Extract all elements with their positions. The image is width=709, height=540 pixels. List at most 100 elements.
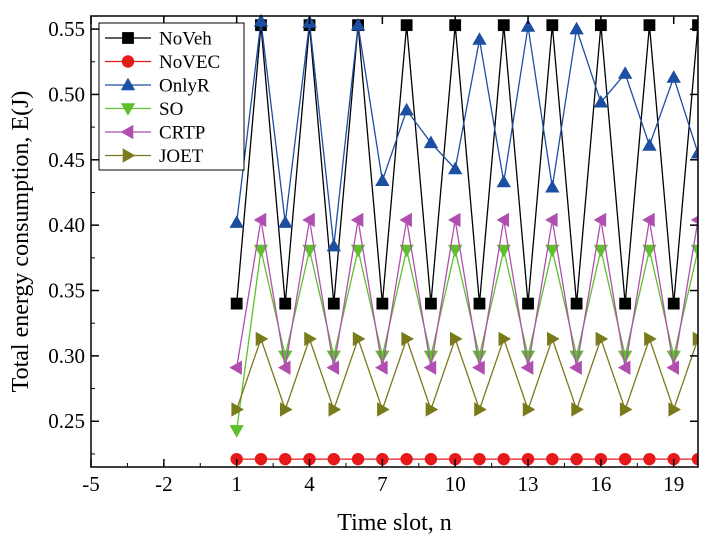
data-point — [692, 19, 698, 32]
x-tick-label: 4 — [304, 472, 315, 496]
series-line — [236, 219, 698, 368]
data-point — [279, 297, 292, 310]
plot-frame — [90, 15, 699, 468]
legend-marker — [120, 124, 134, 140]
data-point — [326, 360, 340, 375]
x-axis-title: Time slot, n — [337, 510, 451, 536]
data-point — [327, 452, 341, 466]
data-point — [593, 212, 607, 228]
y-tick-label: 0.55 — [48, 17, 85, 41]
data-point — [425, 402, 439, 417]
legend-marker — [120, 77, 136, 91]
data-point — [253, 244, 269, 258]
axis-layer: -5 -2 1 4 7 10 13 16 19 0.25 0.30 0.35 0.40 0.45 0.50 0… — [48, 16, 698, 496]
data-point — [617, 66, 633, 79]
data-point — [496, 212, 510, 228]
y-tick-label: 0.40 — [48, 213, 85, 237]
data-point — [253, 212, 267, 228]
series-layer — [229, 13, 698, 466]
legend-item-noveh: NoVeh — [105, 29, 212, 50]
data-point — [496, 244, 511, 258]
data-point — [546, 19, 559, 32]
data-point — [617, 350, 633, 364]
y-tick-label: 0.30 — [48, 344, 85, 368]
legend-label: NoVEC — [159, 52, 220, 73]
legend-item-onlyr: OnlyR — [105, 76, 210, 97]
data-point — [691, 452, 698, 466]
data-point — [377, 402, 390, 417]
data-point — [352, 331, 366, 347]
data-point — [255, 331, 269, 347]
data-point — [545, 244, 560, 258]
series-line — [236, 249, 698, 431]
x-tick-label: 10 — [445, 472, 466, 496]
data-point — [692, 331, 698, 347]
data-point — [253, 13, 269, 27]
data-point — [643, 452, 656, 466]
data-point — [350, 17, 366, 31]
data-point — [302, 212, 315, 228]
x-tick-label: -2 — [155, 472, 173, 496]
data-point — [350, 244, 366, 258]
data-point — [278, 215, 293, 228]
data-point — [472, 32, 487, 45]
series-crtp — [229, 212, 698, 375]
data-point — [644, 331, 657, 347]
data-point — [642, 138, 657, 151]
data-point — [593, 94, 609, 108]
series-so — [229, 244, 698, 438]
data-point — [569, 21, 584, 35]
data-point — [328, 402, 342, 417]
data-point — [497, 19, 510, 32]
data-point — [448, 161, 463, 175]
legend-item-crtp: CRTP — [105, 123, 205, 144]
data-point — [473, 452, 486, 466]
data-point — [399, 244, 414, 258]
data-point — [399, 102, 414, 116]
data-point — [350, 212, 364, 228]
x-tick-label: 19 — [663, 472, 684, 496]
data-point — [254, 452, 268, 466]
series-noveh — [230, 19, 698, 310]
data-point — [424, 452, 438, 466]
data-point — [448, 244, 463, 258]
data-point — [278, 350, 293, 364]
legend-box — [98, 22, 245, 171]
x-tick-label: 13 — [518, 472, 539, 496]
x-tick-label: 16 — [590, 472, 611, 496]
data-point — [666, 360, 679, 375]
data-point — [520, 360, 534, 375]
data-point — [690, 145, 698, 159]
legend-item-joet: JOET — [105, 146, 204, 167]
data-point — [304, 331, 317, 347]
data-point — [401, 331, 414, 347]
legend-item-novec: NoVEC — [105, 52, 220, 73]
y-tick-label: 0.25 — [48, 409, 85, 433]
series-joet — [231, 331, 698, 417]
data-point — [497, 452, 510, 466]
y-tick-label: 0.50 — [48, 82, 85, 106]
legend-label: NoVeh — [159, 29, 212, 50]
data-point — [668, 402, 682, 417]
data-point — [231, 402, 244, 417]
x-tick-label: -5 — [82, 472, 100, 496]
plot-area — [229, 13, 698, 466]
y-tick-label: 0.35 — [48, 279, 85, 303]
data-point — [326, 238, 341, 252]
data-point — [423, 135, 439, 149]
data-point — [571, 402, 584, 417]
data-point — [522, 297, 534, 310]
data-point — [230, 297, 243, 310]
legend-label: OnlyR — [159, 76, 210, 97]
data-point — [569, 350, 584, 364]
data-point — [570, 297, 583, 310]
legend-marker — [120, 103, 136, 116]
data-point — [619, 402, 633, 417]
series-line — [236, 336, 698, 412]
data-point — [400, 19, 413, 32]
data-point — [619, 297, 632, 310]
data-point — [472, 360, 485, 375]
data-point — [643, 19, 656, 32]
legend-marker — [122, 32, 134, 44]
